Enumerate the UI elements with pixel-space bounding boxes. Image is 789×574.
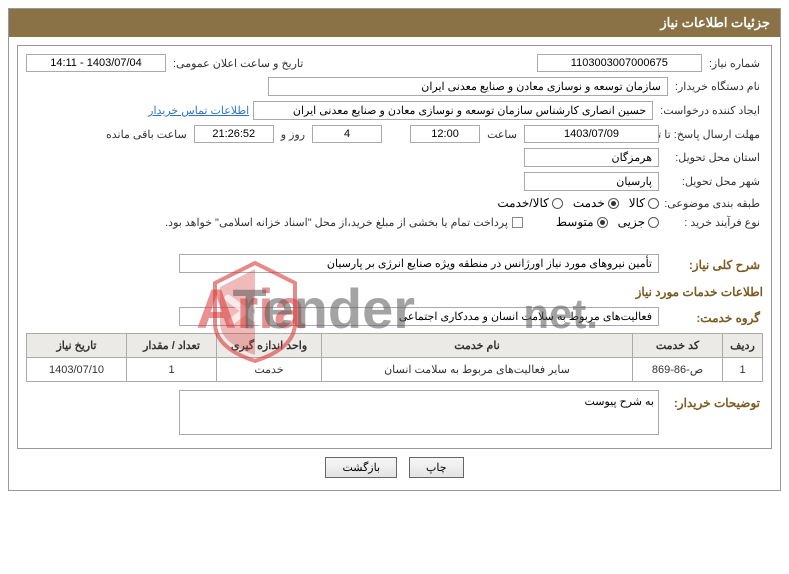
row-category: طبقه بندی موضوعی: کالا خدمت کالا/خدمت [26, 196, 763, 210]
details-fieldset: شماره نیاز: 1103003007000675 تاریخ و ساع… [17, 45, 772, 449]
row-requester: ایجاد کننده درخواست: حسین انصاری کارشناس… [26, 101, 763, 120]
deadline-label: مهلت ارسال پاسخ: تا تاریخ: [663, 128, 763, 141]
city-field: پارسیان [524, 172, 659, 191]
announce-date-label: تاریخ و ساعت اعلان عمومی: [170, 57, 306, 70]
th-row: ردیف [723, 334, 763, 358]
content-area: شماره نیاز: 1103003007000675 تاریخ و ساع… [9, 37, 780, 490]
contact-link[interactable]: اطلاعات تماس خریدار [148, 104, 249, 117]
th-unit: واحد اندازه گیری [217, 334, 322, 358]
general-desc-label: شرح کلی نیاز: [663, 258, 763, 272]
th-code: کد خدمت [633, 334, 723, 358]
panel-header: جزئیات اطلاعات نیاز [9, 9, 780, 37]
category-radio-group: کالا خدمت کالا/خدمت [497, 196, 659, 210]
back-button[interactable]: بازگشت [325, 457, 397, 478]
button-row: چاپ بازگشت [17, 457, 772, 482]
payment-checkbox[interactable] [512, 217, 523, 228]
deadline-time-field: 12:00 [410, 125, 480, 143]
need-no-label: شماره نیاز: [706, 57, 763, 70]
category-kala-khedmat-label: کالا/خدمت [497, 196, 548, 210]
province-label: استان محل تحویل: [663, 151, 763, 164]
remaining-label: ساعت باقی مانده [103, 128, 190, 141]
radio-icon [608, 198, 619, 209]
td-unit: خدمت [217, 358, 322, 382]
category-label: طبقه بندی موضوعی: [663, 197, 763, 210]
th-qty: تعداد / مقدار [127, 334, 217, 358]
td-name: سایر فعالیت‌های مربوط به سلامت انسان [322, 358, 633, 382]
process-jozei-label: جزیی [618, 215, 645, 229]
th-date: تاریخ نیاز [27, 334, 127, 358]
time-remaining-field: 21:26:52 [194, 125, 274, 143]
row-buyer-notes: توضیحات خریدار: به شرح پیوست [26, 390, 763, 435]
process-label: نوع فرآیند خرید : [663, 216, 763, 229]
requester-field: حسین انصاری کارشناس سازمان توسعه و نوساز… [253, 101, 653, 120]
td-date: 1403/07/10 [27, 358, 127, 382]
days-remaining-field: 4 [312, 125, 382, 143]
print-button[interactable]: چاپ [409, 457, 464, 478]
table-row: 1 ص-86-869 سایر فعالیت‌های مربوط به سلام… [27, 358, 763, 382]
radio-icon [597, 217, 608, 228]
td-code: ص-86-869 [633, 358, 723, 382]
requester-label: ایجاد کننده درخواست: [657, 104, 763, 117]
row-province: استان محل تحویل: هرمزگان [26, 148, 763, 167]
td-row: 1 [723, 358, 763, 382]
row-city: شهر محل تحویل: پارسیان [26, 172, 763, 191]
deadline-date-field: 1403/07/09 [524, 125, 659, 143]
row-need-no: شماره نیاز: 1103003007000675 تاریخ و ساع… [26, 54, 763, 72]
time-label: ساعت [484, 128, 520, 141]
services-table: ردیف کد خدمت نام خدمت واحد اندازه گیری ت… [26, 333, 763, 382]
announce-date-field: 1403/07/04 - 14:11 [26, 54, 166, 72]
table-header-row: ردیف کد خدمت نام خدمت واحد اندازه گیری ت… [27, 334, 763, 358]
row-deadline: مهلت ارسال پاسخ: تا تاریخ: 1403/07/09 سا… [26, 125, 763, 143]
category-khedmat[interactable]: خدمت [573, 196, 619, 210]
category-khedmat-label: خدمت [573, 196, 605, 210]
process-motavaset-label: متوسط [556, 215, 594, 229]
province-field: هرمزگان [524, 148, 659, 167]
buyer-notes-label: توضیحات خریدار: [663, 396, 763, 410]
category-kala-khedmat[interactable]: کالا/خدمت [497, 196, 562, 210]
row-process: نوع فرآیند خرید : جزیی متوسط پرداخت تمام… [26, 215, 763, 229]
buyer-org-field: سازمان توسعه و نوسازی معادن و صنایع معدن… [268, 77, 668, 96]
td-qty: 1 [127, 358, 217, 382]
buyer-notes-text: به شرح پیوست [584, 395, 654, 408]
service-info-title: اطلاعات خدمات مورد نیاز [26, 285, 763, 299]
city-label: شهر محل تحویل: [663, 175, 763, 188]
payment-note: پرداخت تمام یا بخشی از مبلغ خرید،از محل … [165, 216, 508, 229]
process-jozei[interactable]: جزیی [618, 215, 659, 229]
process-motavaset[interactable]: متوسط [556, 215, 608, 229]
row-general-desc: شرح کلی نیاز: تأمین نیروهای مورد نیاز او… [26, 252, 763, 275]
service-group-label: گروه خدمت: [663, 311, 763, 325]
days-label: روز و [278, 128, 308, 141]
row-service-group: گروه خدمت: فعالیت‌های مربوط به سلامت انس… [26, 305, 763, 328]
category-kala[interactable]: کالا [629, 196, 659, 210]
need-no-field: 1103003007000675 [537, 54, 702, 72]
category-kala-label: کالا [629, 196, 645, 210]
radio-icon [648, 198, 659, 209]
service-group-field: فعالیت‌های مربوط به سلامت انسان و مددکار… [179, 307, 659, 326]
row-buyer-org: نام دستگاه خریدار: سازمان توسعه و نوسازی… [26, 77, 763, 96]
radio-icon [648, 217, 659, 228]
th-name: نام خدمت [322, 334, 633, 358]
buyer-notes-field: به شرح پیوست [179, 390, 659, 435]
panel-title: جزئیات اطلاعات نیاز [660, 15, 770, 30]
general-desc-field: تأمین نیروهای مورد نیاز اورژانس در منطقه… [179, 254, 659, 273]
radio-icon [552, 198, 563, 209]
process-radio-group: جزیی متوسط [556, 215, 659, 229]
buyer-org-label: نام دستگاه خریدار: [672, 80, 763, 93]
main-panel: جزئیات اطلاعات نیاز شماره نیاز: 11030030… [8, 8, 781, 491]
